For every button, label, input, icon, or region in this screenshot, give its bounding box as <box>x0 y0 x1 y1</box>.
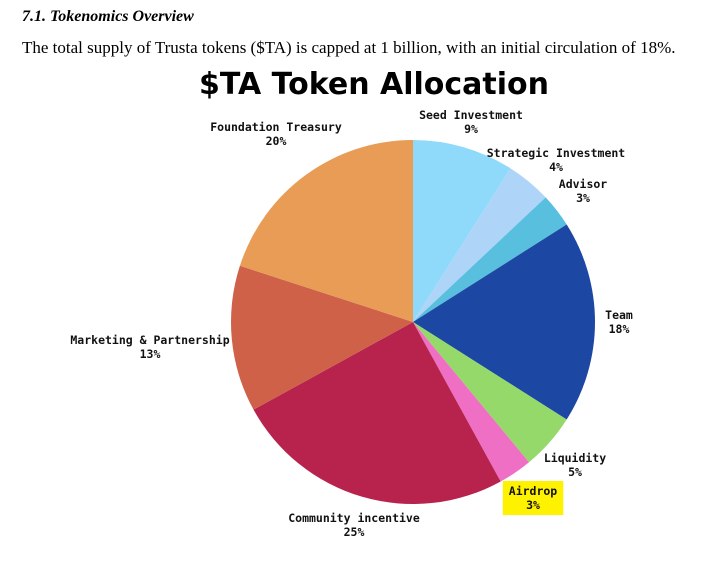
slice-label-value: 20% <box>266 134 287 148</box>
slice-label-value: 18% <box>609 322 630 336</box>
slice-label-name: Liquidity <box>544 451 606 465</box>
slice-label-value: 5% <box>568 465 582 479</box>
slice-label-value: 3% <box>576 191 590 205</box>
pie-slice-advisor <box>413 197 567 322</box>
slice-label-name: Foundation Treasury <box>210 120 342 134</box>
label-highlight <box>502 481 564 515</box>
slice-label-name: Airdrop <box>509 484 558 498</box>
slice-label-name: Marketing & Partnership <box>70 333 229 347</box>
slice-label-value: 9% <box>464 122 478 136</box>
pie-slice-community-incentive <box>253 322 501 504</box>
slice-label-name: Team <box>605 308 633 322</box>
chart-title: $TA Token Allocation <box>199 67 549 102</box>
section-heading: 7.1. Tokenomics Overview <box>22 8 194 25</box>
pie-slice-marketing-partnership <box>231 265 413 410</box>
pie-slices <box>231 140 595 504</box>
pie-slice-liquidity <box>413 322 567 463</box>
intro-paragraph: The total supply of Trusta tokens ($TA) … <box>22 38 676 57</box>
slice-label-name: Advisor <box>559 177 608 191</box>
pie-slice-airdrop <box>413 322 530 482</box>
slice-label-value: 25% <box>344 525 365 539</box>
slice-label-name: Seed Investment <box>419 108 523 122</box>
slice-label-value: 3% <box>526 498 540 512</box>
pie-slice-team <box>413 224 595 420</box>
slice-label-name: Strategic Investment <box>487 146 626 160</box>
slice-label-name: Community incentive <box>288 511 420 525</box>
pie-slice-strategic-investment <box>413 168 546 322</box>
slice-label-value: 4% <box>549 160 563 174</box>
pie-slice-seed-investment <box>413 140 511 322</box>
slice-label-value: 13% <box>140 347 161 361</box>
pie-slice-foundation-treasury <box>239 140 413 322</box>
